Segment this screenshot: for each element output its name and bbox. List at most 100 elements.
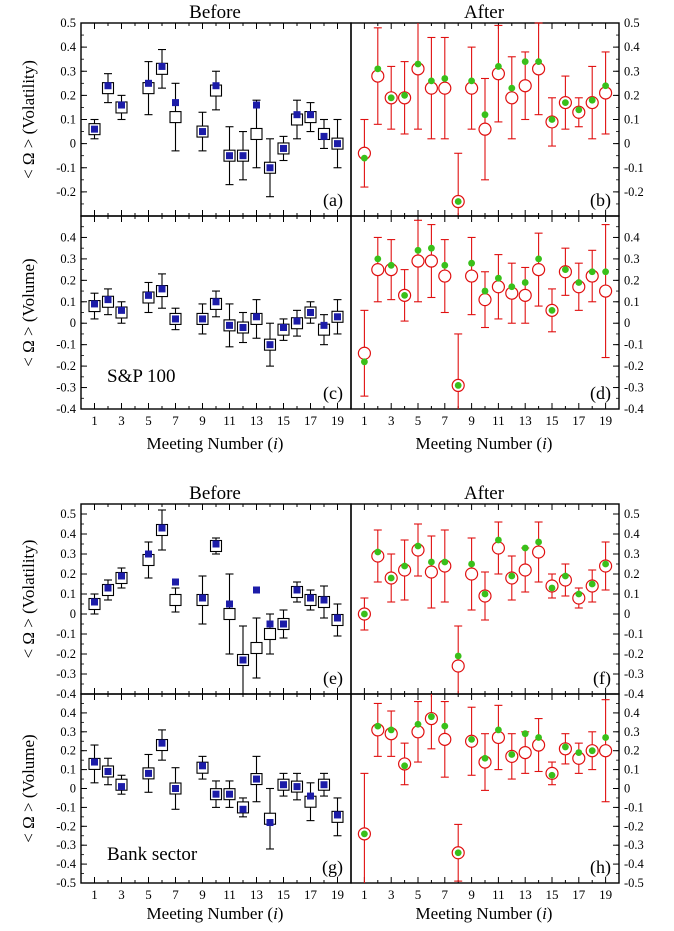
header-before: Before (189, 483, 241, 504)
data-point-filled-square (280, 781, 287, 789)
data-point-open-circle (531, 545, 546, 559)
y-tick-label: 0.1 (60, 113, 76, 127)
data-point-filled-square (212, 540, 220, 548)
data-point-filled-circle (588, 580, 596, 588)
y-tick-label: 0.2 (624, 567, 640, 581)
y-tick-label: -0.3 (624, 381, 644, 395)
x-tick-label: 3 (388, 413, 395, 428)
panel-label: (g) (322, 857, 343, 878)
data-point-open-circle (531, 263, 546, 277)
data-point-filled-circle (454, 382, 462, 389)
y-axis-title: < Ω > (Volatility) (19, 540, 38, 659)
x-tick-label: 15 (277, 413, 290, 428)
y-tick-label: 0.1 (624, 587, 640, 601)
data-point-filled-circle (602, 268, 609, 276)
y-tick-label: -0.3 (56, 838, 76, 852)
bank-section: Before After Bank sector Meeting Number … (107, 483, 552, 923)
data-point-filled-square (334, 811, 341, 819)
data-point-open-circle (598, 744, 613, 758)
data-point-filled-circle (361, 154, 368, 162)
panel-label: (f) (593, 668, 611, 689)
data-point-filled-square (158, 285, 166, 293)
x-tick-label: 7 (442, 887, 449, 902)
data-point-filled-square (118, 572, 125, 580)
x-tick-label: 3 (118, 887, 125, 902)
data-point-filled-square (226, 600, 233, 608)
data-point-filled-square (253, 313, 260, 321)
data-point-filled-square (91, 758, 98, 766)
data-point-filled-circle (575, 749, 583, 756)
data-point-filled-circle (414, 720, 422, 728)
x-tick-label: 11 (492, 413, 505, 428)
y-axis-title: < Ω > (Volatility) (19, 60, 38, 179)
group-label: S&P 100 (107, 366, 175, 387)
data-point-filled-circle (495, 726, 502, 734)
data-point-filled-square (253, 586, 260, 594)
y-tick-label: -0.3 (56, 667, 76, 681)
data-point-open-circle (424, 254, 438, 268)
panel-label: (e) (323, 668, 343, 689)
y-tick-label: 0.1 (60, 587, 76, 601)
data-point-filled-circle (428, 558, 435, 566)
y-tick-label: 0 (70, 782, 76, 796)
y-tick-label: -0.2 (56, 819, 76, 833)
data-point-filled-square (280, 324, 287, 332)
y-tick-label: 0 (70, 316, 76, 330)
data-point-filled-square (145, 79, 152, 87)
x-tick-label: 9 (199, 413, 206, 428)
x-tick-label: 11 (223, 887, 236, 902)
y-tick-label: -0.4 (624, 687, 645, 701)
data-point-filled-circle (468, 77, 475, 85)
data-point-filled-circle (387, 574, 395, 582)
data-point-filled-circle (414, 246, 422, 254)
data-point-filled-circle (588, 268, 596, 276)
panels: -0.2 -0.1 0 0.1 0.2 0.3 0.4 0.5 < Ω > (Volatilit… (19, 16, 645, 902)
data-point-open-circle (438, 269, 452, 283)
y-tick-label: -0.1 (56, 338, 76, 352)
data-point-filled-circle (548, 771, 556, 779)
x-tick-label: 9 (468, 413, 475, 428)
x-tick-label: 17 (304, 413, 318, 428)
y-tick-label: -0.3 (56, 381, 76, 395)
y-tick-label: -0.2 (624, 359, 644, 373)
x-tick-label: 19 (331, 413, 344, 428)
data-point-filled-square (293, 111, 301, 119)
y-tick-label: -0.4 (56, 857, 77, 871)
data-point-filled-square (320, 321, 328, 329)
y-tick-label: 0.4 (624, 40, 640, 54)
data-point-filled-circle (508, 84, 516, 92)
panel-c: -0.4-0.3-0.2-0.100.10.20.30.41 3 5 7 9 11 13 15… (19, 215, 352, 428)
data-point-filled-square (226, 790, 233, 798)
data-point-open-circle (438, 81, 452, 95)
data-point-filled-square (118, 783, 125, 791)
data-point-filled-square (266, 819, 274, 827)
x-tick-label: 13 (519, 887, 532, 902)
data-point-filled-circle (562, 266, 569, 274)
x-axis-title-text: Meeting Number ( (416, 434, 543, 453)
data-point-filled-circle (387, 261, 395, 269)
data-point-filled-circle (361, 610, 368, 618)
y-tick-label: -0.4 (624, 857, 645, 871)
data-point-open-circle (357, 346, 371, 360)
x-tick-label: 5 (145, 887, 152, 902)
data-point-filled-square (172, 99, 179, 107)
data-point-filled-circle (441, 261, 449, 269)
data-point-filled-square (320, 132, 328, 140)
x-tick-label: 1 (361, 887, 368, 902)
data-point-filled-circle (454, 652, 462, 660)
data-point-filled-circle (535, 255, 542, 263)
y-tick-label: 0 (624, 137, 630, 151)
y-tick-label: -0.2 (624, 185, 644, 199)
y-tick-label: 0.3 (624, 547, 640, 561)
data-point-open-square (250, 127, 263, 141)
data-point-filled-circle (495, 63, 502, 70)
header-after: After (464, 2, 505, 23)
panel-label: (c) (323, 383, 343, 404)
y-tick-label: 0 (624, 782, 630, 796)
data-point-filled-square (307, 309, 314, 316)
data-point-filled-circle (428, 77, 435, 85)
header-after: After (464, 483, 505, 504)
y-tick-label: 0.4 (60, 40, 76, 54)
data-point-filled-circle (495, 274, 502, 282)
data-point-filled-square (91, 300, 98, 308)
